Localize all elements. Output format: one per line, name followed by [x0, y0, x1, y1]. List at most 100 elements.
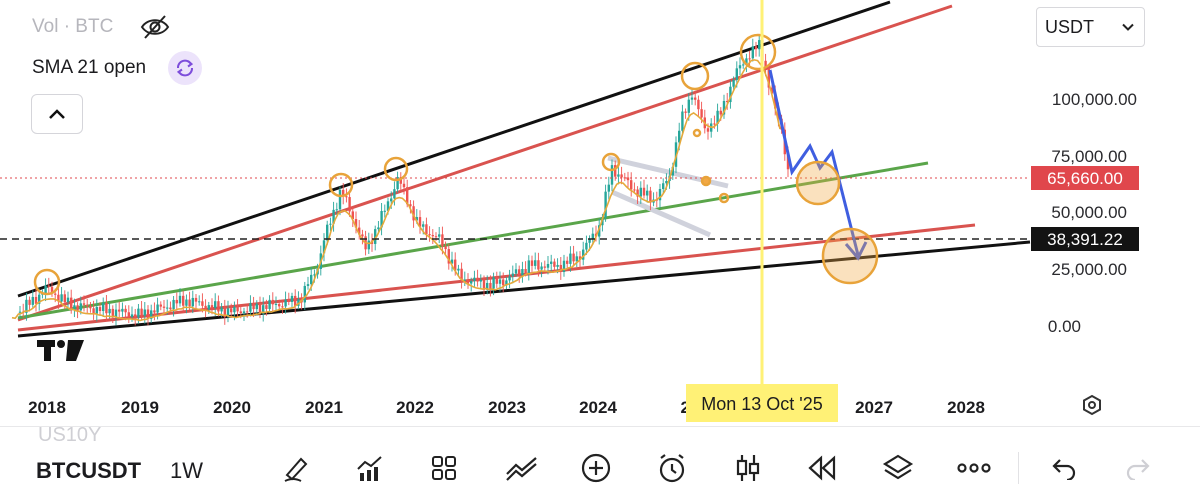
- candle: [738, 65, 742, 69]
- candle: [153, 310, 156, 313]
- candle: [582, 249, 585, 260]
- candles: [18, 32, 790, 326]
- layers-icon[interactable]: [878, 450, 918, 486]
- candle: [626, 177, 630, 181]
- candle: [402, 183, 406, 188]
- candle: [553, 261, 556, 267]
- crosshair-date-badge: [686, 384, 838, 422]
- candle: [559, 264, 562, 273]
- chart-settings-icon[interactable]: [1083, 394, 1101, 416]
- candle: [610, 165, 614, 185]
- candle: [434, 236, 438, 238]
- trend-icon[interactable]: [502, 450, 542, 486]
- projection-arrowhead: [844, 241, 868, 261]
- x-tick-label: 2020: [213, 398, 251, 417]
- candle: [399, 176, 402, 184]
- candle: [66, 297, 70, 303]
- candle: [463, 279, 466, 281]
- candle: [607, 184, 610, 192]
- candle: [473, 277, 476, 282]
- candle: [54, 293, 57, 295]
- candle: [575, 256, 578, 262]
- symbol-button[interactable]: BTCUSDT: [36, 458, 142, 483]
- y-tick-label: 25,000.00: [1051, 260, 1127, 279]
- alarm-icon[interactable]: [652, 450, 692, 486]
- candle: [140, 308, 143, 316]
- candle: [700, 109, 703, 118]
- candle: [428, 234, 431, 236]
- candle: [514, 269, 518, 274]
- more-icon[interactable]: [954, 450, 994, 486]
- candle: [380, 211, 383, 228]
- indicators-icon[interactable]: [350, 450, 390, 486]
- candle: [242, 311, 246, 314]
- candle: [470, 281, 473, 284]
- candle: [111, 308, 114, 318]
- highlight-circle: [33, 268, 61, 296]
- collapse-legend-button[interactable]: [31, 94, 83, 134]
- candle: [188, 299, 191, 307]
- candle: [447, 249, 450, 264]
- hide-eye-icon[interactable]: [140, 14, 170, 40]
- candle: [134, 314, 137, 318]
- candle: [578, 256, 582, 260]
- candle: [268, 299, 271, 309]
- candle: [524, 269, 527, 274]
- candle: [210, 305, 214, 309]
- candle: [306, 284, 310, 286]
- candle: [460, 268, 463, 281]
- candle: [214, 301, 217, 309]
- currency-select[interactable]: USDT: [1036, 7, 1145, 47]
- candle: [646, 190, 649, 196]
- highlight-circles: [33, 33, 879, 296]
- candle: [550, 261, 553, 264]
- bottom-toolbar: [0, 426, 1200, 493]
- candle: [252, 303, 255, 310]
- redo-icon[interactable]: [1118, 450, 1158, 486]
- interval-button[interactable]: 1W: [170, 458, 203, 483]
- chevron-down-icon: [1122, 23, 1134, 31]
- grid-icon[interactable]: [424, 450, 464, 486]
- candle: [678, 130, 681, 143]
- candle: [486, 282, 489, 290]
- tradingview-logo-icon: [37, 340, 84, 361]
- candle: [745, 58, 748, 65]
- undo-icon[interactable]: [1044, 450, 1084, 486]
- candle: [60, 294, 63, 302]
- candle: [223, 307, 226, 317]
- candle: [172, 299, 175, 310]
- candle: [690, 97, 694, 100]
- candle: [543, 266, 546, 268]
- candle: [540, 266, 543, 270]
- candle: [591, 233, 594, 240]
- candle: [418, 217, 422, 227]
- candle: [338, 189, 342, 210]
- drawings: [17, 0, 1031, 338]
- candle: [89, 306, 92, 309]
- candle: [310, 274, 313, 285]
- price-chart[interactable]: 100,000.00 75,000.00 50,000.00 25,000.00…: [0, 0, 1200, 426]
- candle: [438, 234, 441, 237]
- candle: [255, 303, 258, 310]
- x-tick-label: 2023: [488, 398, 526, 417]
- candle: [649, 190, 652, 203]
- candle: [185, 299, 188, 306]
- candle: [374, 229, 377, 244]
- candle: [687, 99, 690, 113]
- dashed-level-badge: [1031, 227, 1139, 251]
- candle: [92, 308, 95, 314]
- candles-icon[interactable]: [728, 450, 768, 486]
- candle: [441, 234, 444, 247]
- candle: [281, 306, 284, 308]
- x-tick-label: 2018: [28, 398, 66, 417]
- candle: [34, 296, 38, 304]
- refresh-icon[interactable]: [168, 51, 202, 85]
- candle: [390, 198, 393, 202]
- candle: [713, 123, 716, 125]
- candle: [204, 305, 207, 310]
- highlight-circle: [328, 172, 354, 198]
- candle: [386, 201, 390, 211]
- add-icon[interactable]: [576, 450, 616, 486]
- replay-icon[interactable]: [802, 450, 842, 486]
- pencil-icon[interactable]: [276, 450, 316, 486]
